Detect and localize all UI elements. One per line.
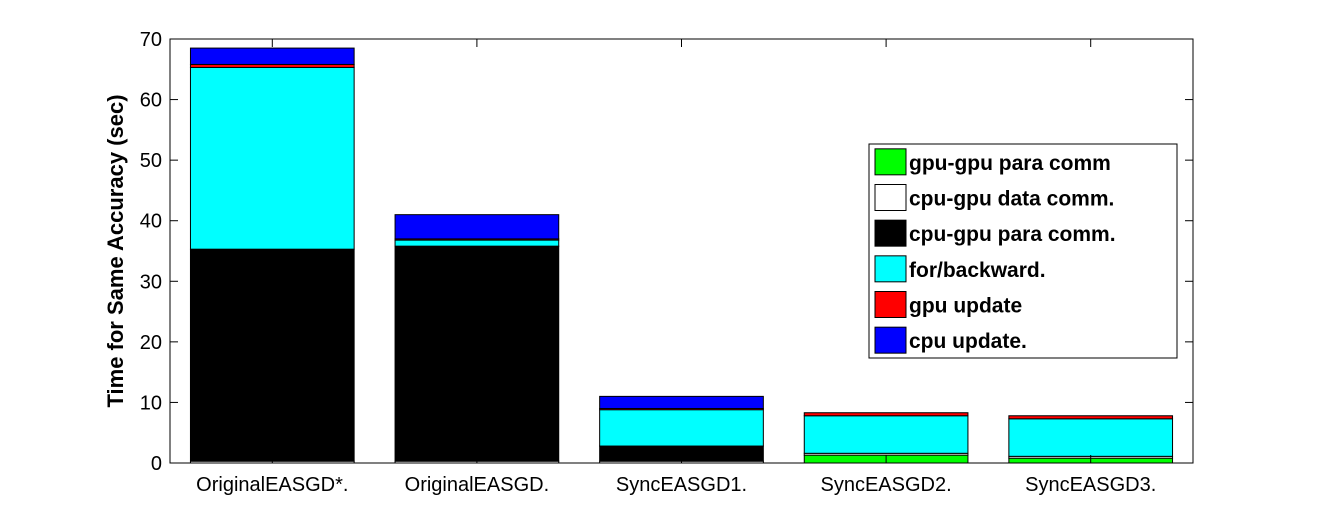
legend-swatch: [874, 291, 907, 318]
legend-swatch: [874, 219, 907, 247]
legend-swatch: [874, 326, 907, 354]
bars-layer: [189, 47, 1174, 464]
x-tick-label: SyncEASGD2.: [821, 474, 952, 496]
bar-segment: [803, 415, 969, 454]
bar-segment: [803, 412, 969, 417]
bar-segment: [189, 66, 355, 250]
y-tick-label: 20: [140, 332, 162, 354]
legend-label: gpu-gpu para comm: [909, 152, 1111, 175]
bar-segment: [599, 395, 764, 409]
y-tick-label: 0: [151, 453, 162, 475]
legend-label: cpu-gpu data comm.: [909, 188, 1114, 211]
legend-swatch: [874, 184, 907, 211]
legend-box: [868, 143, 1178, 359]
x-tick-label: OriginalEASGD*.: [196, 474, 348, 496]
bar-segment: [599, 409, 764, 447]
x-tick-label: SyncEASGD3.: [1025, 474, 1156, 496]
bar-segment: [189, 47, 355, 65]
bar-segment: [394, 214, 560, 240]
legend-label: cpu update.: [909, 330, 1027, 353]
y-tick-label: 50: [140, 150, 162, 172]
bar-segment: [394, 245, 560, 462]
x-tick-label: OriginalEASGD.: [405, 474, 550, 496]
bar-segment: [1008, 418, 1174, 457]
x-axis: OriginalEASGD*. OriginalEASGD. SyncEASGD1.…: [196, 39, 1156, 496]
y-tick-label: 60: [140, 90, 162, 112]
y-tick-label: 10: [140, 392, 162, 414]
x-tick-label: SyncEASGD1.: [616, 474, 747, 496]
y-axis-label: Time for Same Accuracy (sec): [103, 94, 128, 407]
y-tick-label: 40: [140, 211, 162, 233]
legend-label: cpu-gpu para comm.: [909, 223, 1116, 246]
legend-label: for/backward.: [909, 259, 1046, 282]
bar-segment: [189, 248, 355, 462]
legend-label: gpu update: [909, 295, 1022, 318]
y-axis: 0 10 20 30 40 50 60 70: [140, 29, 1193, 475]
bar-segment: [394, 239, 560, 247]
bar-segment: [1008, 415, 1174, 420]
y-tick-label: 70: [140, 29, 162, 51]
legend-swatch: [874, 148, 907, 176]
y-tick-label: 30: [140, 271, 162, 293]
legend: gpu-gpu para comm cpu-gpu data comm. cpu-g…: [868, 143, 1178, 359]
legend-swatch: [874, 255, 907, 283]
